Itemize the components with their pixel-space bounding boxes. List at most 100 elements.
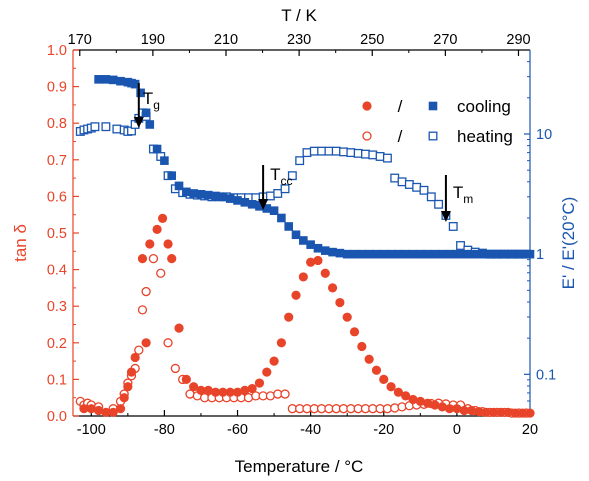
data-point [86,404,96,414]
data-point [401,391,411,401]
data-point [156,268,166,278]
data-point [218,387,228,397]
data-point [218,192,228,202]
data-point [361,149,370,159]
right-axis-title: E' / E'(20°C) [559,197,578,290]
left-tick-label: 0.0 [47,409,67,425]
data-point [474,249,484,259]
data-point [525,249,535,259]
data-point [240,198,250,207]
data-point [108,75,118,85]
data-point [408,394,418,405]
data-point [416,249,425,259]
left-tick-label: 0.9 [47,80,67,96]
data-point [434,199,444,209]
top-tick-label: 270 [433,32,457,48]
data-point [167,171,177,180]
data-point [157,213,168,223]
data-point [349,327,360,337]
data-point [101,122,111,132]
data-point [280,184,290,194]
data-point [428,101,438,111]
data-point [291,230,301,240]
right-tick-label: 0.1 [536,367,556,383]
data-point [298,272,308,282]
x-tick-label: -20 [373,422,394,438]
data-point [160,156,169,165]
data-point [174,323,184,333]
data-point [342,312,352,322]
data-point [397,177,407,187]
data-point [412,182,422,192]
data-point [116,76,125,86]
x-tick-label: 20 [522,422,538,438]
data-point [265,191,275,201]
data-point [362,131,372,141]
data-point [503,249,513,259]
left-tick-label: 0.4 [47,263,67,279]
data-point [225,387,235,397]
data-point [357,341,367,352]
legend-entry: / heating [362,127,513,146]
data-point [247,383,257,394]
data-point [130,79,140,89]
data-point [320,246,330,255]
data-point [481,407,491,417]
data-point [401,249,410,259]
data-point [295,156,305,166]
data-point [511,249,520,259]
data-point [137,254,148,264]
left-axis-title: tan δ [11,224,30,262]
data-point [437,249,447,259]
data-point [137,305,148,315]
data-point [163,239,173,249]
data-point [459,249,469,259]
data-point [203,385,213,395]
data-point [152,144,162,154]
top-tick-label: 170 [68,32,92,48]
data-point [232,387,243,397]
data-point [269,206,279,215]
data-point [136,88,145,98]
data-point [353,148,363,158]
data-point [247,199,257,209]
right-tick-label: 1 [536,247,544,263]
data-point [327,283,338,293]
annotation-arrow: Tcc [258,165,293,210]
data-point [141,108,151,118]
data-point [211,191,220,201]
left-tick-label: 0.2 [47,336,67,352]
legend-label: cooling [457,97,511,116]
data-point [101,75,111,84]
data-point [423,398,433,408]
data-point [291,290,301,300]
legend-separator: / [398,97,403,116]
data-point [489,249,498,259]
data-point [299,236,308,245]
data-point [456,241,465,250]
annotation-subscript: g [153,98,160,112]
data-point [225,194,235,203]
data-point [277,213,286,223]
data-point [386,249,396,259]
data-point [203,190,213,200]
left-tick-label: 0.6 [47,189,67,205]
arrow-head [258,199,269,210]
data-point [408,249,418,259]
left-tick-label: 0.8 [47,116,67,132]
data-point [174,181,184,191]
data-point [182,187,191,197]
data-point [269,356,279,366]
x-tick-label: -80 [154,422,175,438]
data-point [503,407,513,417]
data-point [525,408,535,418]
annotation-subscript: cc [281,174,293,188]
series-filled-square [94,75,535,259]
top-axis-title: T / K [281,6,317,25]
data-point [428,131,438,141]
data-point [452,249,462,259]
data-point [148,253,159,264]
data-point [448,222,458,231]
data-point [415,396,425,406]
